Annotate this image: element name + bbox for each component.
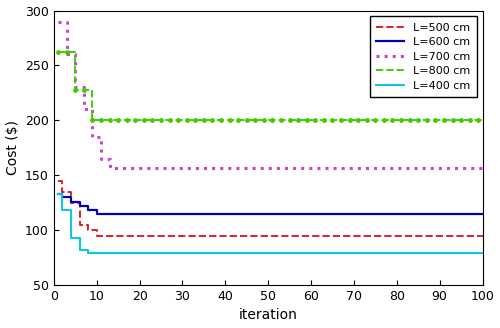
L=700 cm <box>72 85 78 89</box>
L=500 cm <box>68 190 74 194</box>
L=600 cm <box>480 212 486 215</box>
L=500 cm <box>85 223 91 227</box>
L=800 cm <box>106 118 112 122</box>
L=600 cm <box>76 204 82 208</box>
L=800 cm <box>81 88 87 92</box>
L=800 cm <box>480 118 486 122</box>
L=700 cm <box>480 166 486 170</box>
L=800 cm <box>64 50 70 54</box>
L=400 cm <box>76 236 82 240</box>
L=500 cm <box>76 223 82 227</box>
L=700 cm <box>81 85 87 89</box>
L=500 cm <box>94 228 100 232</box>
L=800 cm <box>55 50 61 54</box>
L=700 cm <box>106 157 112 161</box>
L=600 cm <box>68 195 74 199</box>
Line: L=400 cm: L=400 cm <box>58 194 482 253</box>
X-axis label: iteration: iteration <box>238 308 298 322</box>
L=400 cm <box>480 251 486 255</box>
L=500 cm <box>60 179 66 183</box>
Y-axis label: Cost ($): Cost ($) <box>6 120 20 175</box>
L=400 cm <box>60 208 66 212</box>
L=600 cm <box>94 208 100 212</box>
L=600 cm <box>480 212 486 215</box>
L=600 cm <box>76 200 82 204</box>
L=400 cm <box>85 248 91 252</box>
L=500 cm <box>94 234 100 237</box>
L=400 cm <box>60 192 66 196</box>
L=500 cm <box>480 234 486 237</box>
L=800 cm <box>90 118 96 122</box>
Line: L=600 cm: L=600 cm <box>58 194 482 214</box>
L=800 cm <box>90 88 96 92</box>
L=800 cm <box>98 118 104 122</box>
Legend: L=500 cm, L=600 cm, L=700 cm, L=800 cm, L=400 cm: L=500 cm, L=600 cm, L=700 cm, L=800 cm, … <box>370 16 477 97</box>
L=400 cm <box>480 251 486 255</box>
L=600 cm <box>85 208 91 212</box>
L=800 cm <box>64 50 70 54</box>
L=600 cm <box>94 212 100 215</box>
L=800 cm <box>98 118 104 122</box>
Line: L=700 cm: L=700 cm <box>58 22 482 168</box>
L=700 cm <box>90 135 96 139</box>
L=400 cm <box>55 192 61 196</box>
L=500 cm <box>480 234 486 237</box>
Line: L=800 cm: L=800 cm <box>58 52 482 120</box>
L=700 cm <box>480 166 486 170</box>
L=700 cm <box>81 107 87 111</box>
L=700 cm <box>64 52 70 56</box>
L=800 cm <box>480 118 486 122</box>
L=600 cm <box>60 195 66 199</box>
L=400 cm <box>68 208 74 212</box>
Line: L=500 cm: L=500 cm <box>58 181 482 236</box>
L=800 cm <box>72 88 78 92</box>
L=700 cm <box>55 20 61 24</box>
L=700 cm <box>106 166 112 170</box>
L=500 cm <box>76 201 82 205</box>
L=700 cm <box>90 107 96 111</box>
L=700 cm <box>98 135 104 139</box>
L=400 cm <box>76 248 82 252</box>
L=400 cm <box>85 251 91 255</box>
L=500 cm <box>55 179 61 183</box>
L=400 cm <box>68 236 74 240</box>
L=800 cm <box>106 118 112 122</box>
L=800 cm <box>81 88 87 92</box>
L=700 cm <box>64 20 70 24</box>
L=500 cm <box>60 190 66 194</box>
L=600 cm <box>85 204 91 208</box>
L=600 cm <box>60 192 66 196</box>
L=500 cm <box>85 228 91 232</box>
L=600 cm <box>55 192 61 196</box>
L=700 cm <box>98 157 104 161</box>
L=700 cm <box>72 52 78 56</box>
L=600 cm <box>68 200 74 204</box>
L=800 cm <box>72 50 78 54</box>
L=500 cm <box>68 201 74 205</box>
